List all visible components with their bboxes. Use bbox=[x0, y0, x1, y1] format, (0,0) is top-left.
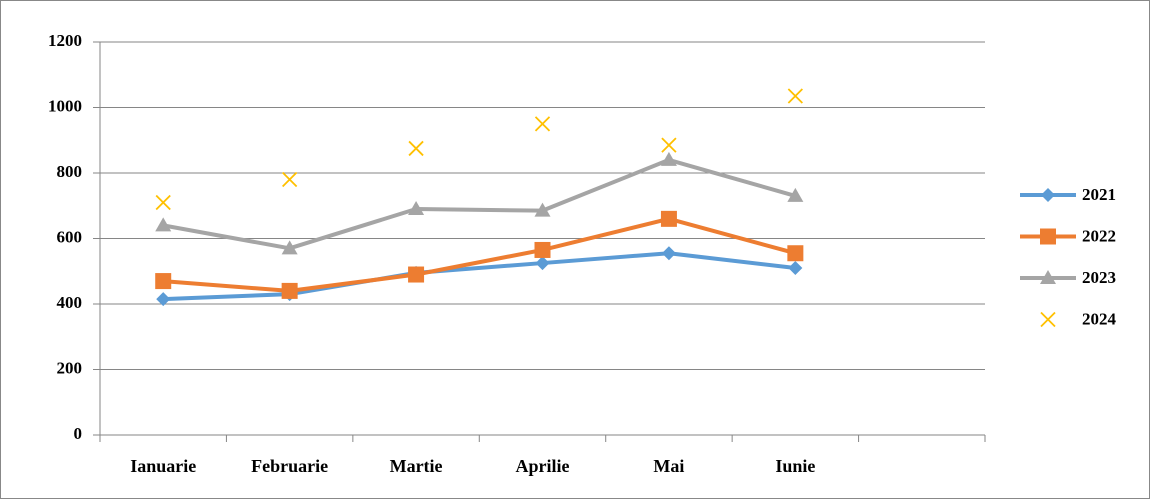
marker bbox=[282, 171, 298, 188]
marker bbox=[661, 246, 676, 261]
y-tick-label: 1200 bbox=[48, 31, 82, 50]
y-tick-label: 400 bbox=[57, 293, 83, 312]
legend-label: 2021 bbox=[1082, 185, 1116, 204]
x-tick-label: Mai bbox=[653, 456, 684, 476]
y-tick-label: 200 bbox=[57, 358, 83, 377]
y-tick-label: 1000 bbox=[48, 96, 82, 115]
marker bbox=[408, 266, 425, 283]
x-tick-label: Iunie bbox=[775, 456, 815, 476]
y-tick-label: 0 bbox=[74, 424, 83, 443]
x-tick-label: Februarie bbox=[251, 456, 328, 476]
x-tick-label: Martie bbox=[390, 456, 443, 476]
series-line bbox=[163, 251, 796, 302]
marker bbox=[281, 282, 298, 299]
marker bbox=[660, 151, 677, 166]
marker bbox=[660, 210, 677, 227]
marker bbox=[535, 256, 550, 271]
marker bbox=[534, 241, 551, 258]
series-line bbox=[163, 216, 796, 293]
marker bbox=[1040, 270, 1056, 284]
marker bbox=[1040, 228, 1056, 245]
marker bbox=[534, 116, 551, 132]
marker bbox=[661, 137, 677, 153]
marker bbox=[787, 88, 803, 104]
marker bbox=[1041, 188, 1055, 202]
marker bbox=[408, 201, 425, 216]
marker bbox=[281, 240, 298, 255]
legend-label: 2024 bbox=[1082, 309, 1117, 328]
series-line bbox=[162, 157, 796, 251]
marker bbox=[155, 273, 172, 290]
marker bbox=[155, 194, 171, 211]
y-tick-label: 800 bbox=[57, 162, 83, 181]
legend-label: 2022 bbox=[1082, 226, 1116, 245]
marker bbox=[787, 187, 804, 202]
x-tick-label: Ianuarie bbox=[130, 456, 196, 476]
marker bbox=[408, 140, 424, 157]
marker bbox=[788, 260, 803, 275]
y-tick-label: 600 bbox=[57, 227, 83, 246]
marker bbox=[156, 292, 171, 307]
marker bbox=[534, 202, 551, 217]
x-tick-label: Aprilie bbox=[516, 456, 570, 476]
marker bbox=[1040, 311, 1056, 328]
legend-label: 2023 bbox=[1082, 268, 1116, 287]
marker bbox=[155, 217, 172, 232]
marker bbox=[787, 245, 804, 262]
